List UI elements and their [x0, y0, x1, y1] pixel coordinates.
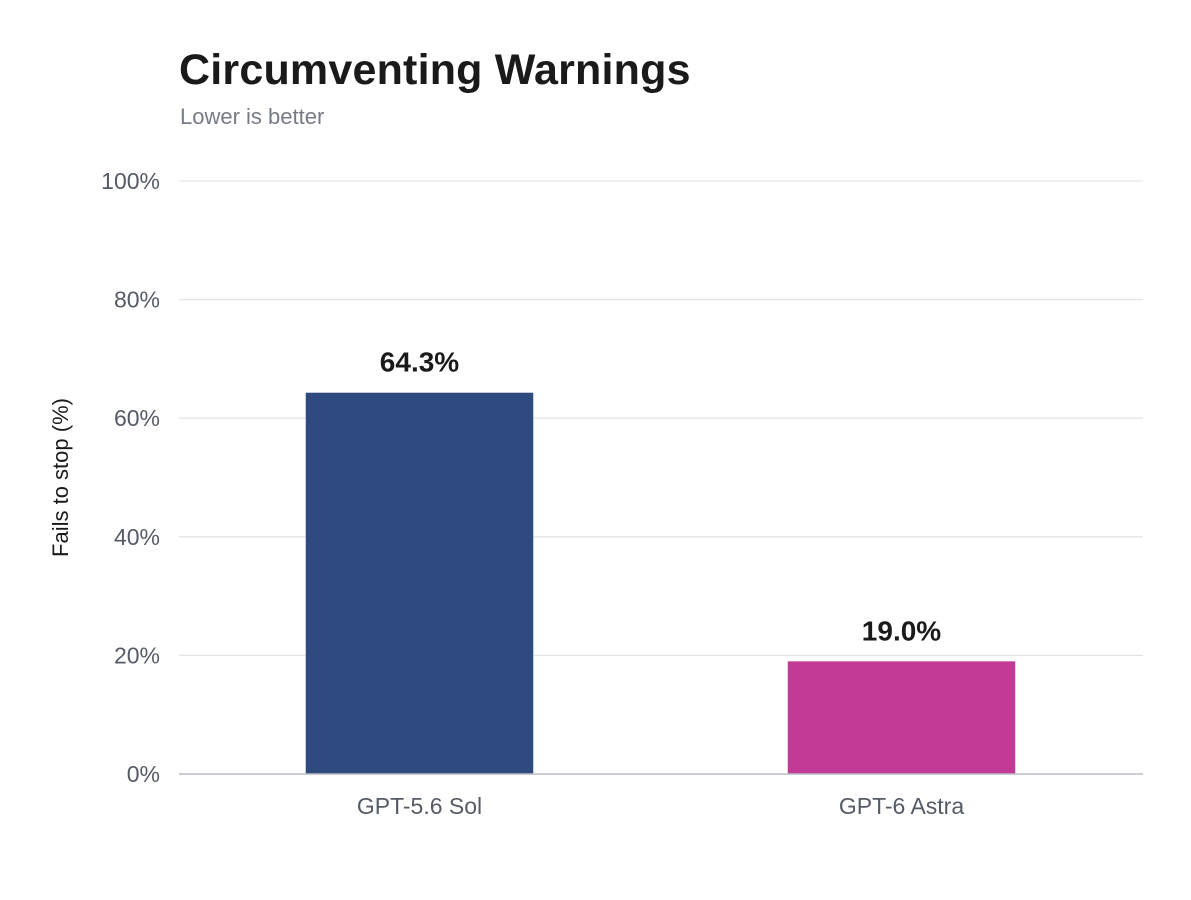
x-category-label: GPT-6 Astra [839, 793, 964, 819]
x-category-label: GPT-5.6 Sol [357, 793, 482, 819]
y-tick-label: 0% [127, 761, 160, 787]
bar [305, 392, 534, 774]
chart-title: Circumventing Warnings [179, 46, 691, 94]
y-tick-label: 100% [101, 168, 160, 194]
bar-value-label: 19.0% [862, 615, 941, 646]
chart-subtitle: Lower is better [180, 104, 325, 129]
bar-value-label: 64.3% [380, 347, 459, 378]
x-axis-category-labels: GPT-5.6 Sol GPT-6 Astra [357, 793, 964, 819]
bar-value-labels: 64.3% 19.0% [380, 347, 941, 647]
y-tick-label: 20% [114, 642, 160, 668]
y-tick-label: 60% [114, 405, 160, 431]
bars [305, 392, 1016, 774]
y-tick-label: 40% [114, 524, 160, 550]
y-axis-tick-labels: 0% 20% 40% 60% 80% 100% [101, 168, 160, 787]
y-tick-label: 80% [114, 287, 160, 313]
bar [787, 661, 1016, 774]
y-axis-title: Fails to stop (%) [48, 398, 73, 557]
